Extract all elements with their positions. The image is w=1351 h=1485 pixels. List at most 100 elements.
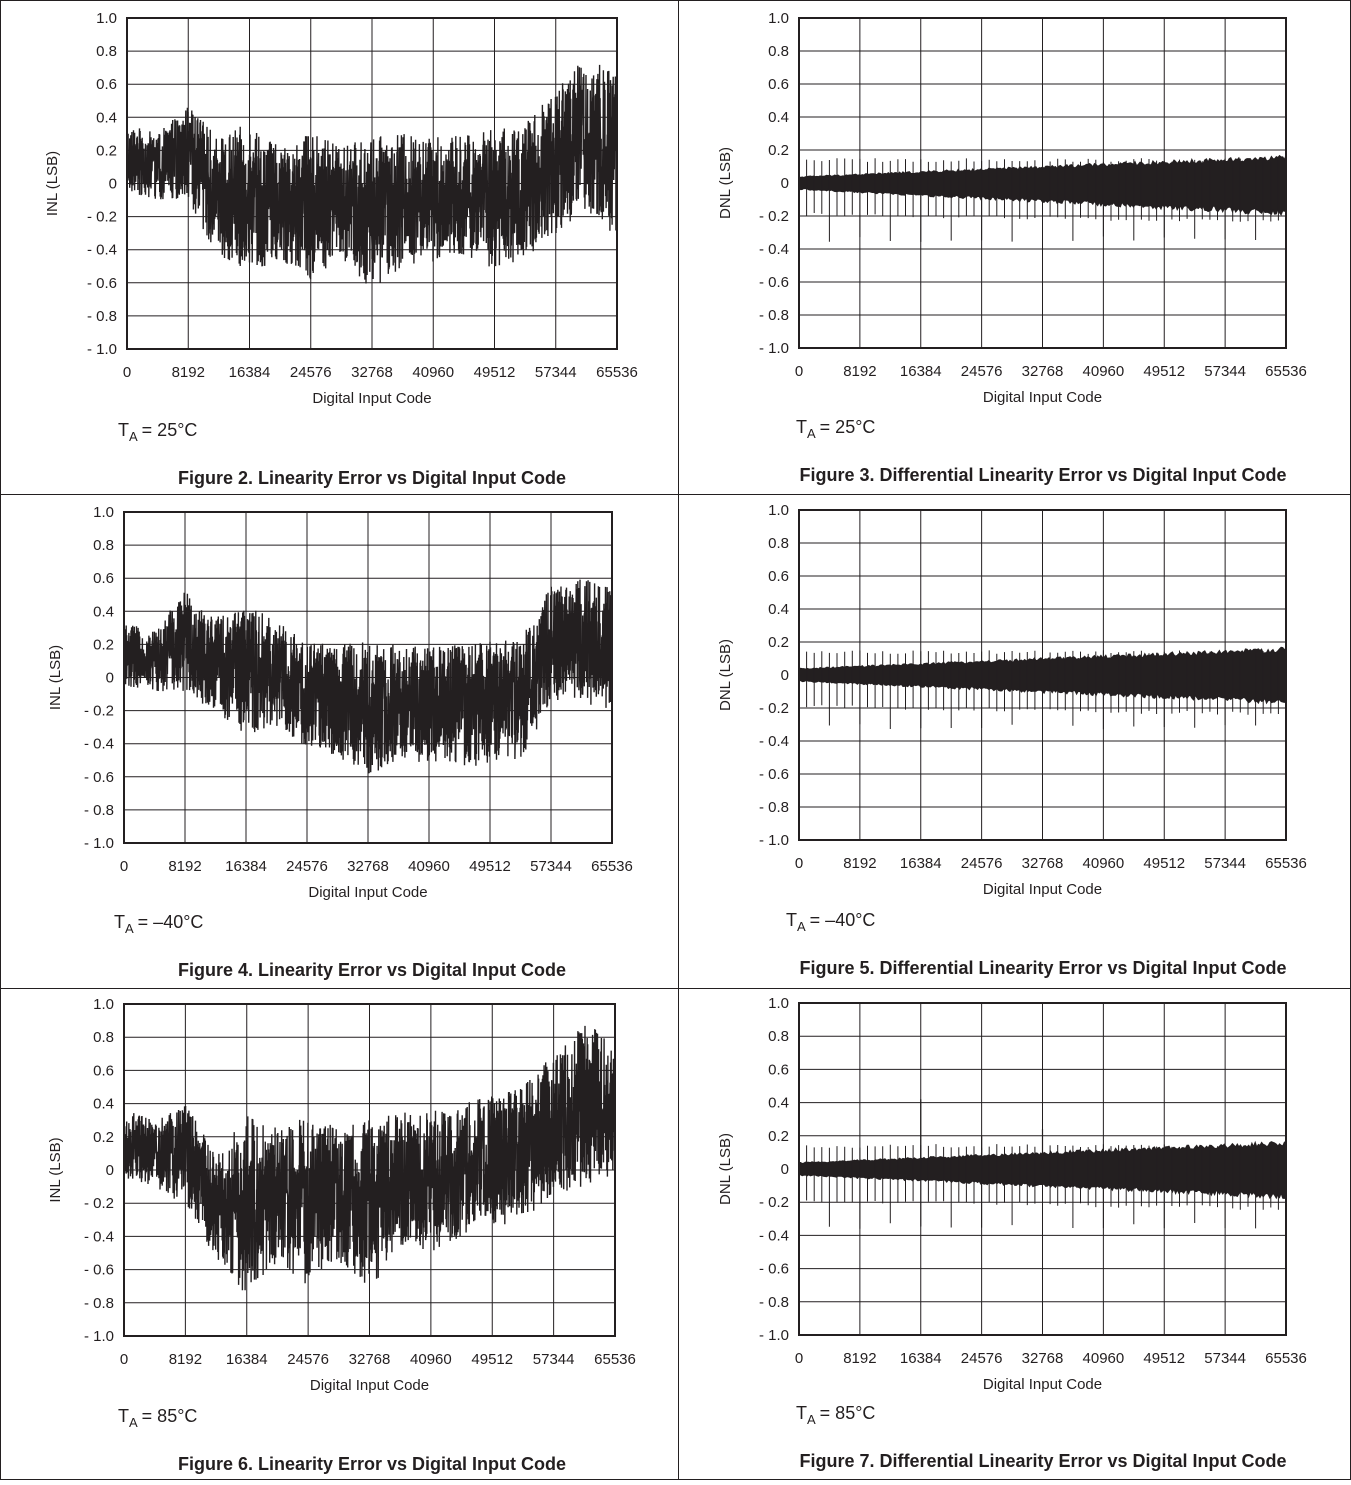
x-tick-label: 40960 <box>1083 855 1125 872</box>
x-tick-label: 8192 <box>843 855 876 872</box>
figure-caption: Figure 7. Differential Linearity Error v… <box>799 1451 1286 1471</box>
y-tick-label: - 0.6 <box>87 275 117 292</box>
inl-trace <box>123 1025 616 1291</box>
x-tick-label: 49512 <box>471 1351 513 1368</box>
y-tick-label: 0.2 <box>93 636 114 653</box>
plot-frame <box>123 1003 616 1337</box>
x-axis-label: Digital Input Code <box>308 884 427 901</box>
x-tick-label: 57344 <box>1204 363 1246 380</box>
chart-figure-6: 1.0 0.8 0.6 0.4 0.2 0 - 0.2 - 0.4 - 0.6 - 0.8 - 1.… <box>47 996 636 1474</box>
y-tick-label: 0.8 <box>93 1029 114 1046</box>
x-tick-label: 49512 <box>469 858 511 875</box>
x-tick-label: 65536 <box>594 1351 636 1368</box>
condition-value: = –40°C <box>138 912 204 932</box>
x-axis-label: Digital Input Code <box>310 1377 429 1394</box>
y-tick-label: 0.8 <box>96 43 117 60</box>
x-tick-label: 49512 <box>1143 1350 1185 1367</box>
y-tick-label: - 0.8 <box>759 799 789 816</box>
y-tick-label: 0.4 <box>93 1096 114 1113</box>
temperature-condition: TA = 85°C <box>118 1406 197 1430</box>
y-tick-label: - 0.6 <box>759 274 789 291</box>
x-tick-label: 8192 <box>168 858 201 875</box>
condition-subscript: A <box>797 919 806 934</box>
plot-frame <box>123 511 613 844</box>
condition-symbol: T <box>118 1406 129 1426</box>
table-border-row1 <box>0 494 1351 495</box>
y-tick-label: - 1.0 <box>87 341 117 358</box>
y-tick-label: 0.8 <box>768 43 789 60</box>
data-series <box>123 1025 616 1291</box>
x-tick-label: 57344 <box>533 1351 575 1368</box>
x-tick-label: 24576 <box>286 858 328 875</box>
condition-symbol: T <box>796 1403 807 1423</box>
chart-figure-4: 1.0 0.8 0.6 0.4 0.2 0 - 0.2 - 0.4 - 0.6 - 0.8 - 1.… <box>47 504 633 980</box>
y-tick-label: - 0.2 <box>759 700 789 717</box>
x-tick-label: 32768 <box>347 858 389 875</box>
temperature-condition: TA = –40°C <box>786 910 875 934</box>
x-axis-label: Digital Input Code <box>983 1376 1102 1393</box>
figure-cell-2: 1.0 0.8 0.6 0.4 0.2 0 - 0.2 - 0.4 - 0.6 - 0.8 - 1.… <box>0 0 678 494</box>
y-tick-label: 0.4 <box>768 601 789 618</box>
y-tick-label: - 1.0 <box>84 1328 114 1345</box>
condition-symbol: T <box>786 910 797 930</box>
y-tick-label: 0.2 <box>768 142 789 159</box>
y-tick-label: 0.4 <box>93 603 114 620</box>
y-tick-label: 0.8 <box>93 537 114 554</box>
y-tick-label: - 0.4 <box>759 241 789 258</box>
condition-symbol: T <box>796 417 807 437</box>
x-axis-label: Digital Input Code <box>983 881 1102 898</box>
plot-frame <box>798 1002 1287 1336</box>
y-tick-label: - 0.2 <box>759 1194 789 1211</box>
x-tick-label: 57344 <box>530 858 572 875</box>
inl-trace <box>123 579 613 774</box>
inl-trace <box>126 64 618 284</box>
figure-cell-4: 1.0 0.8 0.6 0.4 0.2 0 - 0.2 - 0.4 - 0.6 - 0.8 - 1.… <box>0 494 678 988</box>
temperature-condition: TA = 25°C <box>118 420 197 444</box>
x-tick-label: 65536 <box>591 858 633 875</box>
y-tick-label: - 0.8 <box>87 308 117 325</box>
condition-value: = 85°C <box>820 1403 876 1423</box>
x-tick-label: 40960 <box>410 1351 452 1368</box>
y-tick-label: 0.8 <box>768 535 789 552</box>
temperature-condition: TA = 85°C <box>796 1403 875 1427</box>
condition-value: = 25°C <box>820 417 876 437</box>
x-tick-label: 49512 <box>474 364 516 381</box>
figure-cell-7: 1.0 0.8 0.6 0.4 0.2 0 - 0.2 - 0.4 - 0.6 - 0.8 - 1.… <box>678 988 1351 1480</box>
y-axis-label: DNL (LSB) <box>717 639 734 711</box>
data-series <box>798 154 1287 242</box>
y-tick-label: - 0.6 <box>84 769 114 786</box>
y-tick-label: 0.8 <box>768 1028 789 1045</box>
x-tick-label: 32768 <box>1022 1350 1064 1367</box>
y-tick-label: 0 <box>106 670 114 687</box>
y-tick-label: 0 <box>781 1161 789 1178</box>
y-tick-label: 0.6 <box>93 1062 114 1079</box>
data-series <box>123 579 613 774</box>
y-tick-label: - 0.8 <box>759 1294 789 1311</box>
x-tick-label: 0 <box>795 855 803 872</box>
plot-frame <box>798 17 1287 349</box>
x-tick-label: 0 <box>123 364 131 381</box>
table-border-top <box>0 0 1351 1</box>
y-tick-label: 1.0 <box>93 996 114 1013</box>
x-tick-label: 8192 <box>169 1351 202 1368</box>
chart-figure-2: 1.0 0.8 0.6 0.4 0.2 0 - 0.2 - 0.4 - 0.6 - 0.8 - 1.… <box>44 10 638 488</box>
x-tick-label: 65536 <box>596 364 638 381</box>
x-tick-label: 57344 <box>535 364 577 381</box>
y-tick-label: 1.0 <box>768 10 789 27</box>
x-tick-label: 32768 <box>1022 363 1064 380</box>
x-tick-label: 40960 <box>408 858 450 875</box>
y-tick-label: - 1.0 <box>759 832 789 849</box>
x-tick-label: 0 <box>120 1351 128 1368</box>
x-tick-label: 32768 <box>349 1351 391 1368</box>
x-tick-label: 65536 <box>1265 1350 1307 1367</box>
data-series <box>126 64 618 284</box>
y-tick-label: 0 <box>781 667 789 684</box>
y-tick-label: - 1.0 <box>84 835 114 852</box>
x-tick-label: 57344 <box>1204 855 1246 872</box>
dnl-spikes <box>806 650 1279 730</box>
x-tick-label: 16384 <box>900 363 942 380</box>
figure-caption: Figure 3. Differential Linearity Error v… <box>799 465 1286 485</box>
y-tick-label: 0.6 <box>96 76 117 93</box>
y-tick-label: - 0.4 <box>84 1228 114 1245</box>
figure-cell-6: 1.0 0.8 0.6 0.4 0.2 0 - 0.2 - 0.4 - 0.6 - 0.8 - 1.… <box>0 988 678 1480</box>
